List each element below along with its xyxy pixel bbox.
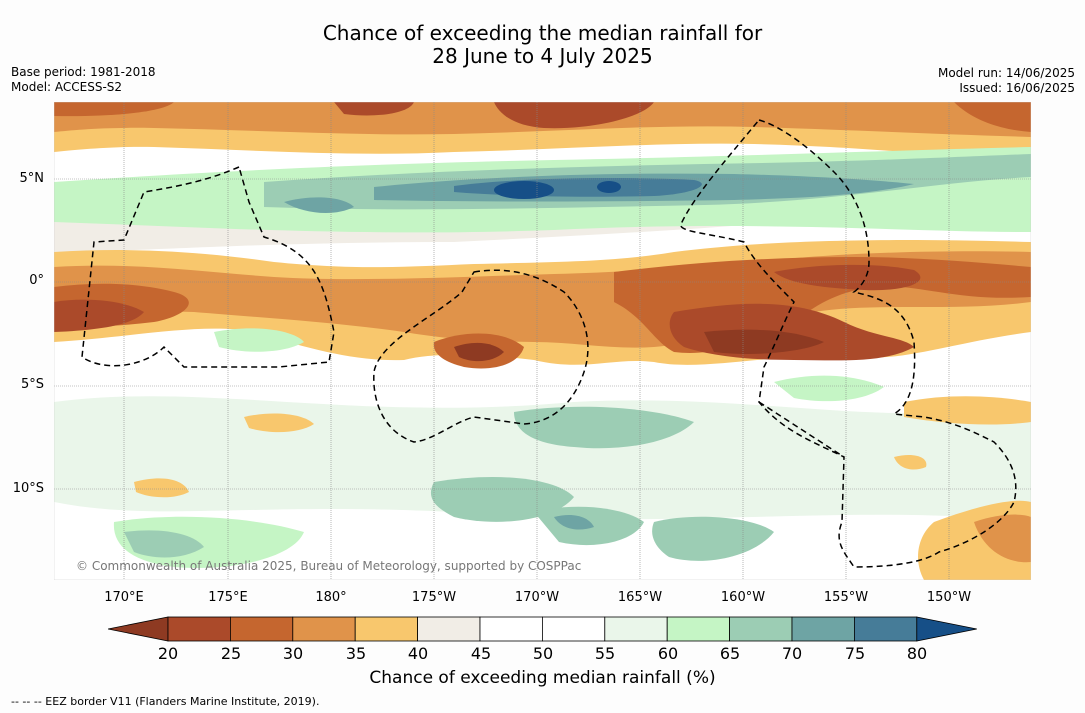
rainfall-contours xyxy=(54,102,1031,580)
colorbar-segment-60 xyxy=(666,616,731,642)
issued-date: Issued: 16/06/2025 xyxy=(959,81,1075,95)
colorbar-title: Chance of exceeding median rainfall (%) xyxy=(369,668,716,688)
lon-label-165w: 165°W xyxy=(617,590,663,605)
contour-south-wet-i xyxy=(214,328,304,352)
contour-south-wet-g xyxy=(652,516,774,561)
contour-sw-dry-b xyxy=(134,478,189,498)
colorbar-arrow-low xyxy=(108,616,169,642)
eez-border-east-link xyxy=(758,401,845,458)
eez-border-west xyxy=(81,165,335,368)
colorbar-label-60: 60 xyxy=(657,644,679,663)
model-run: Model run: 14/06/2025 xyxy=(937,66,1075,80)
copyright-text: © Commonwealth of Australia 2025, Bureau… xyxy=(76,559,582,573)
eez-borders xyxy=(81,119,1017,568)
lon-label-175e: 175°E xyxy=(208,590,248,605)
lon-label-170e: 170°E xyxy=(104,590,144,605)
colorbar-segment-25 xyxy=(230,616,294,642)
colorbar-segment-35 xyxy=(354,616,418,642)
lat-label-5s: 5°S xyxy=(20,377,44,392)
lat-label-5n: 5°N xyxy=(19,171,45,186)
lat-label-10s: 10°S xyxy=(12,481,44,496)
contour-west-dry-20 xyxy=(54,299,144,332)
colorbar-label-40: 40 xyxy=(407,644,429,663)
colorbar-label-50: 50 xyxy=(532,644,554,663)
title-line-2: 28 June to 4 July 2025 xyxy=(432,44,653,68)
colorbar-label-25: 25 xyxy=(220,644,242,663)
colorbar-arrow-high xyxy=(916,616,977,642)
contour-north-dry-25-a xyxy=(54,102,174,117)
eez-footnote: -- -- -- EEZ border V11 (Flanders Marine… xyxy=(11,695,320,708)
contour-north-dry-25-b xyxy=(954,102,1031,132)
lon-label-180: 180° xyxy=(315,590,347,605)
contour-north-dry-20-b xyxy=(334,102,414,116)
colorbar-segment-65 xyxy=(729,616,793,642)
base-period: Base period: 1981-2018 xyxy=(11,65,156,79)
contour-wet-max xyxy=(494,181,554,199)
colorbar-segment-70 xyxy=(791,616,855,642)
contour-wet-max-b xyxy=(597,181,621,193)
meta-right: Model run: 14/06/2025 Issued: 16/06/2025 xyxy=(938,66,1075,96)
contour-north-dry-20-a xyxy=(494,102,654,129)
title-line-1: Chance of exceeding the median rainfall … xyxy=(322,21,763,45)
lon-label-155w: 155°W xyxy=(823,590,869,605)
colorbar-segment-30 xyxy=(292,616,356,642)
contour-south-wet-h xyxy=(774,375,884,402)
colorbar-segment-50 xyxy=(541,616,606,642)
contour-east-dry-20-b xyxy=(774,264,921,291)
colorbar-segments xyxy=(108,616,977,642)
contour-se-dry-c xyxy=(974,514,1031,563)
lon-label-170w: 170°W xyxy=(514,590,560,605)
colorbar-segment-55 xyxy=(604,616,668,642)
colorbar-label-35: 35 xyxy=(345,644,367,663)
eez-border-east xyxy=(679,119,1017,568)
colorbar-segment-20 xyxy=(167,616,231,642)
colorbar xyxy=(108,616,977,642)
colorbar-label-30: 30 xyxy=(282,644,304,663)
lon-label-160w: 160°W xyxy=(720,590,766,605)
colorbar-label-20: 20 xyxy=(157,644,179,663)
colorbar-segment-40 xyxy=(417,616,481,642)
contour-se-dry-a xyxy=(904,396,1031,425)
colorbar-label-80: 80 xyxy=(906,644,928,663)
contour-se-dry-d xyxy=(894,455,927,470)
lon-label-150w: 150°W xyxy=(926,590,972,605)
gridlines xyxy=(54,102,1031,580)
colorbar-label-75: 75 xyxy=(844,644,866,663)
rainfall-map xyxy=(54,102,1031,580)
lon-label-175w: 175°W xyxy=(411,590,457,605)
map-title: Chance of exceeding the median rainfall … xyxy=(0,22,1085,68)
contour-south-wet-d xyxy=(124,530,204,558)
contour-south-wet-f xyxy=(554,515,594,530)
colorbar-label-45: 45 xyxy=(470,644,492,663)
colorbar-label-55: 55 xyxy=(594,644,616,663)
colorbar-segment-75 xyxy=(854,616,918,642)
model-name: Model: ACCESS-S2 xyxy=(11,80,123,94)
contour-east-dry-max xyxy=(704,329,824,354)
eez-border-central xyxy=(373,269,589,443)
contour-sw-dry-a xyxy=(244,413,314,433)
colorbar-segment-45 xyxy=(479,616,543,642)
colorbar-label-70: 70 xyxy=(781,644,803,663)
lat-label-0: 0° xyxy=(29,273,44,288)
contour-mid-dry-max xyxy=(454,342,504,362)
contour-wet-75-b xyxy=(284,197,354,214)
meta-left: Base period: 1981-2018 Model: ACCESS-S2 xyxy=(11,65,156,95)
contour-south-wet-b xyxy=(430,477,574,522)
colorbar-label-65: 65 xyxy=(719,644,741,663)
contour-south-wet-a xyxy=(514,406,694,449)
